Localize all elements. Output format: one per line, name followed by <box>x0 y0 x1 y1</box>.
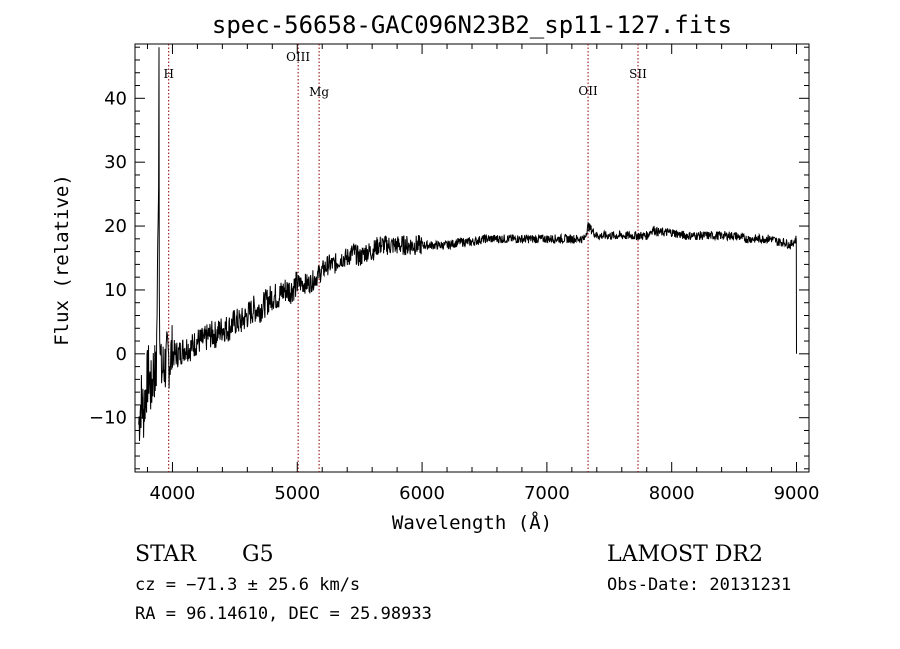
x-tick-label: 8000 <box>649 483 695 504</box>
x-tick-label: 7000 <box>524 483 570 504</box>
x-tick-label: 4000 <box>150 483 196 504</box>
chart-title: spec-56658-GAC096N23B2_sp11-127.fits <box>212 11 732 39</box>
spectral-line-label: H <box>163 67 173 81</box>
redshift-cz: cz = −71.3 ± 25.6 km/s <box>135 575 360 595</box>
ra-dec-coordinates: RA = 96.14610, DEC = 25.98933 <box>135 604 432 624</box>
y-tick-label: 40 <box>104 88 127 109</box>
x-axis-label: Wavelength (Å) <box>392 511 552 534</box>
object-class: STAR <box>135 542 197 567</box>
y-tick-label: −10 <box>89 408 127 429</box>
survey-name: LAMOST DR2 <box>607 542 763 567</box>
x-tick-label: 5000 <box>274 483 320 504</box>
y-tick-label: 10 <box>104 280 127 301</box>
plot-area: 4000 5000 6000 7000 8000 9000 −10 0 10 20 30 40 H OII… <box>89 43 820 504</box>
plot-frame <box>134 43 810 473</box>
x-tick-label: 6000 <box>399 483 445 504</box>
spectral-line-label: OIII <box>286 50 310 64</box>
spectral-line-label: Mg <box>309 85 329 99</box>
observation-date: Obs-Date: 20131231 <box>607 575 791 595</box>
spectral-line-label: SII <box>629 67 647 81</box>
spectral-line-label: OII <box>578 84 598 98</box>
y-tick-label: 30 <box>104 152 127 173</box>
y-tick-label: 0 <box>116 344 127 365</box>
object-subclass: G5 <box>242 542 274 567</box>
x-tick-label: 9000 <box>774 483 820 504</box>
spectrum-line <box>138 47 797 442</box>
y-tick-label: 20 <box>104 216 127 237</box>
y-axis-label: Flux (relative) <box>51 174 73 346</box>
